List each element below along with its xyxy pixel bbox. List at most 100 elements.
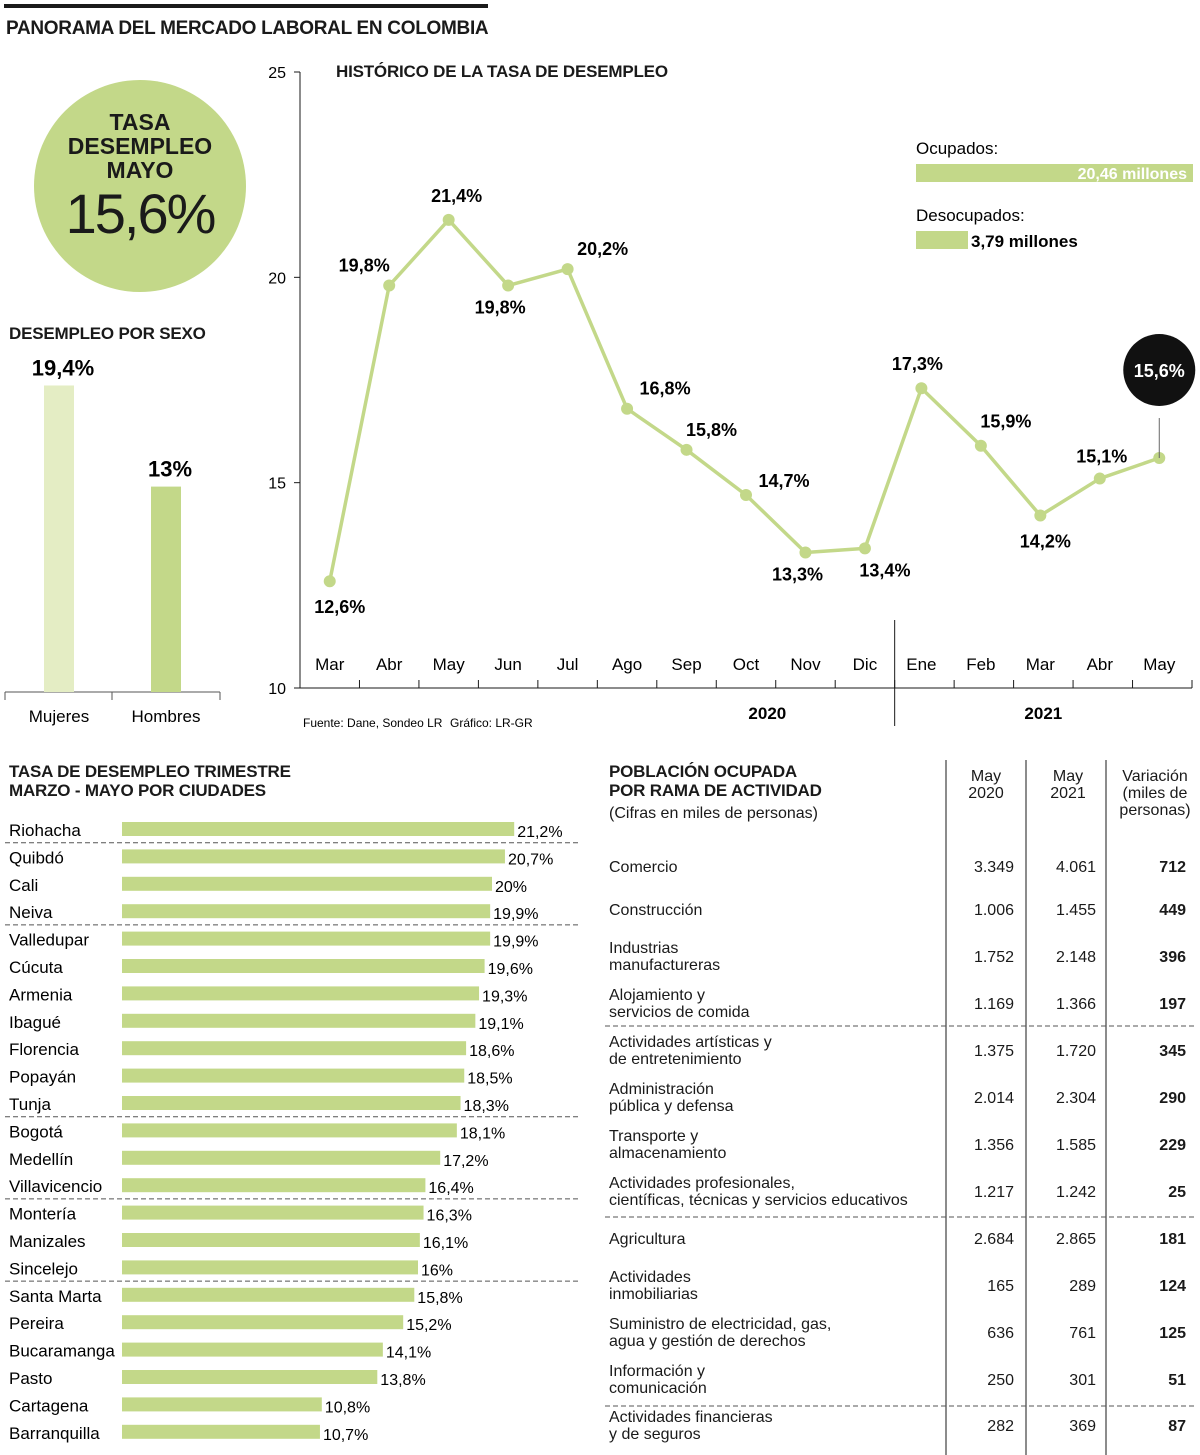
data-point (740, 488, 752, 501)
data-point (621, 402, 634, 415)
data-point (1093, 472, 1106, 485)
city-label: Santa Marta (9, 1287, 102, 1306)
cities-chart: Riohacha 21,2% Quibdó 20,7% Cali 20% Neiva 19,9… (5, 821, 580, 1444)
city-label: Villavicencio (9, 1177, 102, 1196)
city-bar (122, 904, 491, 919)
city-value-label: 18,6% (469, 1043, 514, 1060)
activity-label: Actividades profesionales, científicas, … (609, 1175, 908, 1209)
cell-may2021: 289 (1069, 1278, 1096, 1295)
col-header-variacion: Variación (miles de personas) (1119, 768, 1191, 819)
city-bar (122, 931, 491, 946)
city-label: Montería (9, 1205, 77, 1224)
cell-may2020: 250 (987, 1372, 1014, 1389)
data-label: 15,9% (980, 412, 1031, 432)
legend-value: 20,46 millones (1078, 166, 1187, 183)
activity-label: Suministro de electricidad, gas, agua y … (609, 1316, 832, 1350)
category-label: Hombres (132, 707, 201, 726)
col-header-may2020: May 2020 (968, 768, 1004, 802)
city-bar (122, 1150, 441, 1165)
unemployment-rate-badge: TASA DESEMPLEO MAYO 15,6% (34, 80, 246, 292)
city-label: Sincelejo (9, 1259, 78, 1278)
data-label: 14,7% (758, 471, 809, 491)
cell-may2021: 1.366 (1055, 996, 1096, 1013)
y-tick-label: 10 (268, 681, 286, 698)
city-value-label: 16,1% (423, 1235, 468, 1252)
x-tick-label: Mar (1026, 655, 1056, 674)
bar-hombres (151, 486, 181, 692)
x-tick-label: Mar (315, 655, 345, 674)
data-point (799, 546, 812, 559)
data-label: 15,6% (1134, 361, 1185, 381)
city-label: Cartagena (9, 1396, 89, 1415)
city-label: Medellín (9, 1150, 73, 1169)
category-label: Mujeres (29, 707, 89, 726)
cell-may2020: 3.349 (973, 859, 1014, 876)
city-value-label: 16% (421, 1262, 453, 1279)
x-tick-label: Ene (906, 655, 936, 674)
city-label: Tunja (9, 1095, 51, 1114)
data-point (561, 263, 574, 276)
data-point (680, 443, 693, 456)
bar-value-label: 13% (148, 457, 192, 482)
top-rule (4, 4, 488, 8)
cell-may2020: 1.375 (973, 1043, 1014, 1060)
city-bar (122, 1315, 404, 1330)
x-tick-label: Jul (557, 655, 579, 674)
city-label: Pasto (9, 1369, 52, 1388)
badge-value: 15,6% (65, 182, 217, 245)
badge-label: TASA DESEMPLEO MAYO (67, 109, 213, 183)
city-label: Valledupar (9, 931, 89, 950)
source-note: Fuente: Dane, Sondeo LR (303, 716, 443, 730)
city-label: Ibagué (9, 1013, 61, 1032)
cell-may2020: 282 (987, 1418, 1014, 1435)
city-bar (122, 1041, 467, 1056)
bar-mujeres (44, 385, 74, 692)
activity-label: Comercio (609, 859, 678, 876)
city-label: Bucaramanga (9, 1342, 115, 1361)
y-tick-label: 25 (268, 65, 286, 82)
data-label: 13,3% (772, 564, 823, 584)
page-title: PANORAMA DEL MERCADO LABORAL EN COLOMBIA (6, 18, 489, 39)
city-label: Pereira (9, 1314, 64, 1333)
city-bar (122, 1424, 320, 1439)
data-label: 15,8% (686, 420, 737, 440)
city-bar (122, 1397, 322, 1412)
cell-var: 181 (1159, 1231, 1186, 1248)
data-label: 17,3% (892, 354, 943, 374)
activity-label: Transporte y almacenamiento (609, 1128, 727, 1162)
x-tick-label: Oct (733, 655, 760, 674)
city-bar (122, 1178, 426, 1193)
city-value-label: 20,7% (508, 851, 553, 868)
unemployment-line-chart: 10 15 20 25 Mar Abr May Jun Jul Ago Sep Oct Nov Dic En… (268, 65, 1196, 730)
highlight-dot (1123, 334, 1196, 406)
data-label: 14,2% (1020, 532, 1071, 552)
cell-may2021: 1.720 (1055, 1043, 1096, 1060)
data-label: 12,6% (314, 597, 365, 617)
city-bar (122, 1233, 420, 1247)
city-bar (122, 1096, 461, 1110)
x-tick-label: Sep (671, 655, 701, 674)
cell-may2020: 1.217 (973, 1184, 1014, 1201)
cell-may2020: 2.014 (973, 1090, 1014, 1107)
cell-may2020: 165 (987, 1278, 1014, 1295)
cell-may2021: 1.455 (1055, 902, 1096, 919)
x-tick-label: May (433, 655, 466, 674)
legend-value: 3,79 millones (971, 232, 1078, 251)
city-bar (122, 822, 515, 836)
cell-may2021: 369 (1069, 1418, 1096, 1435)
data-point (442, 213, 455, 226)
city-value-label: 19,3% (482, 988, 527, 1005)
city-value-label: 19,9% (493, 934, 538, 951)
data-point (858, 542, 871, 555)
city-value-label: 15,8% (417, 1290, 462, 1307)
city-bar (122, 986, 480, 1001)
city-value-label: 16,4% (428, 1180, 473, 1197)
activity-label: Información y comunicación (609, 1363, 707, 1397)
legend-bar (916, 164, 1193, 182)
city-value-label: 18,1% (460, 1125, 505, 1142)
cell-var: 396 (1159, 949, 1186, 966)
x-tick-label: Feb (966, 655, 995, 674)
cell-may2020: 2.684 (973, 1231, 1014, 1248)
cell-may2021: 4.061 (1055, 859, 1096, 876)
city-label: Barranquilla (9, 1424, 100, 1443)
